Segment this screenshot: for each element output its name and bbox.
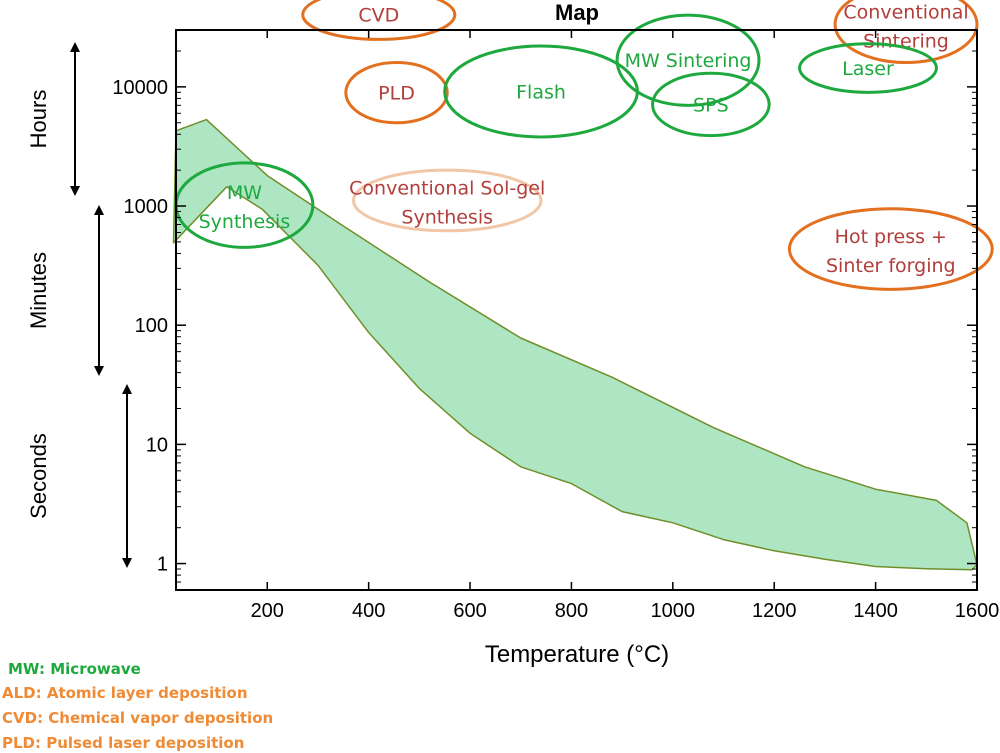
- x-tick-label-1000: 1000: [651, 600, 696, 622]
- legend-item-cvd: CVD: Chemical vapor deposition: [2, 709, 274, 727]
- region-conventional-sintering-ellipse: [833, 0, 979, 65]
- legend-item-pld: PLD: Pulsed laser deposition: [2, 734, 245, 752]
- region-mw-sintering-ellipse: [615, 13, 761, 107]
- x-tick-label-200: 200: [251, 600, 284, 622]
- region-sps-ellipse: [651, 71, 771, 138]
- region-mw-sintering-label: MW Sintering: [625, 50, 752, 72]
- y-tick-label-1: 1: [157, 554, 168, 576]
- region-laser-ellipse: [798, 42, 938, 94]
- band-minutes-label: Minutes: [26, 252, 51, 329]
- region-cvd-label: CVD: [358, 5, 399, 27]
- x-axis-label: Temperature (°C): [485, 641, 669, 668]
- plot-area: ALDCVDPLDTwo stepsinteringConventionalSi…: [172, 0, 994, 571]
- y-tick-label-1000: 1000: [124, 196, 169, 218]
- band-seconds-arrowhead-top: [122, 384, 132, 394]
- region-pld-ellipse: [344, 61, 449, 125]
- region-flash-ellipse: [443, 44, 639, 139]
- plot-frame: [175, 29, 978, 591]
- legend-item-mw: MW: Microwave: [8, 660, 141, 678]
- legend-item-ald: ALD: Atomic layer deposition: [2, 684, 248, 702]
- x-tick-label-1200: 1200: [752, 600, 797, 622]
- region-conventional-sol-gel-synthesis-ellipse: [351, 168, 543, 233]
- x-tick-label-800: 800: [555, 600, 588, 622]
- y-tick-label-10000: 10000: [112, 77, 168, 99]
- region-laser-label: Laser: [842, 58, 894, 80]
- band-minutes-arrowhead-bottom: [94, 366, 104, 376]
- band-seconds-arrowhead-bottom: [122, 558, 132, 568]
- region-flash-label: Flash: [516, 81, 566, 103]
- band-seconds-label: Seconds: [26, 433, 51, 519]
- band-minutes-arrowhead-top: [94, 205, 104, 215]
- region-cvd-ellipse: [301, 0, 457, 41]
- y-tick-label-10: 10: [146, 434, 168, 456]
- band-hours-arrowhead-bottom: [70, 186, 80, 196]
- axes: 200 400 600 800 1000 1200 1400 1600 1 10 100 1000 10…: [26, 29, 1000, 622]
- band-hours-label: Hours: [26, 90, 51, 149]
- region-hot-press-sinter-forging-label: Hot press + Sinter forging: [826, 226, 956, 277]
- region-conventional-sintering-label: Conventional Sintering: [843, 1, 968, 52]
- region-sps-label: SPS: [693, 94, 729, 116]
- x-tick-label-1600: 1600: [955, 600, 1000, 622]
- x-tick-label-1400: 1400: [853, 600, 898, 622]
- rapid-processing-envelope: [172, 118, 978, 571]
- x-tick-label-400: 400: [352, 600, 385, 622]
- region-mw-synthesis-label: MW Synthesis: [199, 182, 291, 233]
- region-hot-press-sinter-forging-ellipse: [787, 207, 994, 291]
- band-hours-arrowhead-top: [70, 42, 80, 52]
- region-pld-label: PLD: [378, 83, 415, 105]
- y-tick-label-100: 100: [135, 315, 168, 337]
- region-conventional-sol-gel-synthesis-label: Conventional Sol-gel Synthesis: [349, 177, 545, 228]
- x-tick-label-600: 600: [453, 600, 486, 622]
- chart-title: Map: [555, 0, 599, 25]
